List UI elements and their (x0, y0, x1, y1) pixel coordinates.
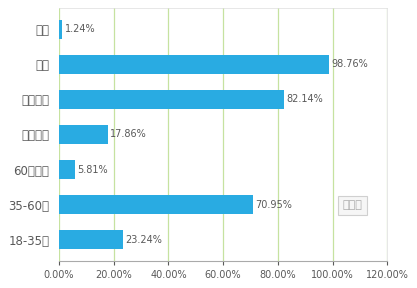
Text: 绘图区: 绘图区 (343, 200, 363, 210)
Text: 1.24%: 1.24% (65, 24, 95, 35)
Text: 98.76%: 98.76% (332, 59, 368, 69)
Bar (59, 90, 284, 109)
Bar (59, 125, 108, 144)
Bar (59, 55, 329, 74)
Bar (59, 160, 75, 179)
Bar (59, 195, 253, 214)
Text: 17.86%: 17.86% (110, 130, 147, 139)
Text: 23.24%: 23.24% (125, 234, 162, 245)
Text: 70.95%: 70.95% (255, 200, 292, 210)
Text: 82.14%: 82.14% (286, 94, 323, 105)
Bar (59, 20, 63, 39)
Text: 5.81%: 5.81% (77, 164, 108, 175)
Bar (59, 230, 123, 249)
